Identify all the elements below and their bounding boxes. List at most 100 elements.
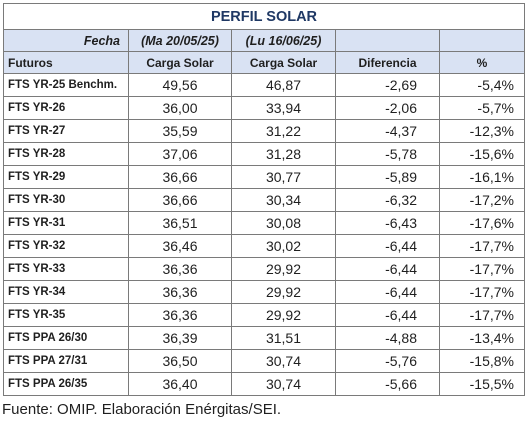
table-row: FTS YR-32 36,46 30,02 -6,44 -17,7% (3, 234, 525, 258)
pct-cell: -17,7% (439, 234, 525, 258)
pct-cell: -15,8% (439, 349, 525, 373)
table-row: FTS YR-25 Benchm. 49,56 46,87 -2,69 -5,4% (3, 73, 525, 97)
diff-cell: -6,44 (335, 303, 440, 327)
load-col1-cell: 36,50 (128, 349, 232, 373)
title-row: PERFIL SOLAR (3, 3, 525, 30)
diff-cell: -4,88 (335, 326, 440, 350)
future-name-cell: FTS YR-35 (3, 303, 129, 327)
load-col1-cell: 49,56 (128, 73, 232, 97)
table-row: FTS YR-28 37,06 31,28 -5,78 -15,6% (3, 142, 525, 166)
load-col1-cell: 37,06 (128, 142, 232, 166)
diff-cell: -6,44 (335, 257, 440, 281)
load-col1-cell: 36,36 (128, 303, 232, 327)
date-label: Fecha (3, 29, 129, 52)
column-header-row: Futuros Carga Solar Carga Solar Diferenc… (3, 51, 525, 74)
diff-cell: -6,43 (335, 211, 440, 235)
table-row: FTS YR-35 36,36 29,92 -6,44 -17,7% (3, 303, 525, 327)
date-empty-diff (335, 29, 440, 52)
pct-header: % (439, 51, 525, 74)
diff-cell: -5,66 (335, 372, 440, 396)
date-empty-pct (439, 29, 525, 52)
source-note: Fuente: OMIP. Elaboración Enérgitas/SEI. (2, 401, 282, 418)
solar-profile-table: PERFIL SOLAR Fecha (Ma 20/05/25) (Lu 16/… (3, 3, 525, 396)
future-name-cell: FTS YR-28 (3, 142, 129, 166)
table-row: FTS YR-30 36,66 30,34 -6,32 -17,2% (3, 188, 525, 212)
table-row: FTS YR-31 36,51 30,08 -6,43 -17,6% (3, 211, 525, 235)
future-name-cell: FTS YR-31 (3, 211, 129, 235)
table-row: FTS YR-29 36,66 30,77 -5,89 -16,1% (3, 165, 525, 189)
future-name-cell: FTS YR-25 Benchm. (3, 73, 129, 97)
load-col2-cell: 33,94 (231, 96, 336, 120)
diff-cell: -6,44 (335, 280, 440, 304)
pct-cell: -17,6% (439, 211, 525, 235)
pct-cell: -5,4% (439, 73, 525, 97)
table-row: FTS PPA 26/30 36,39 31,51 -4,88 -13,4% (3, 326, 525, 350)
load-col2-cell: 30,74 (231, 349, 336, 373)
load-col2-cell: 46,87 (231, 73, 336, 97)
diff-cell: -5,78 (335, 142, 440, 166)
pct-cell: -17,7% (439, 257, 525, 281)
date-col1: (Ma 20/05/25) (128, 29, 232, 52)
load-col1-cell: 36,39 (128, 326, 232, 350)
solar-profile-table-container: PERFIL SOLAR Fecha (Ma 20/05/25) (Lu 16/… (3, 3, 525, 396)
load-col2-cell: 30,77 (231, 165, 336, 189)
pct-cell: -12,3% (439, 119, 525, 143)
table-row: FTS YR-33 36,36 29,92 -6,44 -17,7% (3, 257, 525, 281)
load-col1-cell: 36,51 (128, 211, 232, 235)
future-name-cell: FTS PPA 26/35 (3, 372, 129, 396)
load-col1-cell: 36,36 (128, 280, 232, 304)
future-name-cell: FTS PPA 26/30 (3, 326, 129, 350)
load-col2-cell: 29,92 (231, 280, 336, 304)
pct-cell: -5,7% (439, 96, 525, 120)
load-col2-cell: 29,92 (231, 303, 336, 327)
future-name-cell: FTS PPA 27/31 (3, 349, 129, 373)
pct-cell: -13,4% (439, 326, 525, 350)
diff-cell: -2,06 (335, 96, 440, 120)
future-name-cell: FTS YR-29 (3, 165, 129, 189)
load-col2-cell: 31,51 (231, 326, 336, 350)
future-name-cell: FTS YR-30 (3, 188, 129, 212)
pct-cell: -15,5% (439, 372, 525, 396)
pct-cell: -16,1% (439, 165, 525, 189)
diff-header: Diferencia (335, 51, 440, 74)
load-col2-cell: 29,92 (231, 257, 336, 281)
date-header-row: Fecha (Ma 20/05/25) (Lu 16/06/25) (3, 29, 525, 52)
future-name-cell: FTS YR-34 (3, 280, 129, 304)
diff-cell: -5,76 (335, 349, 440, 373)
date-col2: (Lu 16/06/25) (231, 29, 336, 52)
load-col1-cell: 35,59 (128, 119, 232, 143)
load-col2-cell: 30,34 (231, 188, 336, 212)
load-col2-cell: 31,22 (231, 119, 336, 143)
load-col1-cell: 36,00 (128, 96, 232, 120)
table-row: FTS YR-26 36,00 33,94 -2,06 -5,7% (3, 96, 525, 120)
table-row: FTS PPA 26/35 36,40 30,74 -5,66 -15,5% (3, 372, 525, 396)
pct-cell: -17,7% (439, 303, 525, 327)
future-name-cell: FTS YR-33 (3, 257, 129, 281)
pct-cell: -17,7% (439, 280, 525, 304)
load-col2-cell: 30,74 (231, 372, 336, 396)
load-col1-header: Carga Solar (128, 51, 232, 74)
load-col1-cell: 36,46 (128, 234, 232, 258)
table-row: FTS YR-34 36,36 29,92 -6,44 -17,7% (3, 280, 525, 304)
pct-cell: -17,2% (439, 188, 525, 212)
load-col2-cell: 30,02 (231, 234, 336, 258)
table-row: FTS PPA 27/31 36,50 30,74 -5,76 -15,8% (3, 349, 525, 373)
diff-cell: -2,69 (335, 73, 440, 97)
table-title: PERFIL SOLAR (3, 3, 525, 30)
future-name-cell: FTS YR-32 (3, 234, 129, 258)
load-col1-cell: 36,66 (128, 188, 232, 212)
load-col1-cell: 36,36 (128, 257, 232, 281)
load-col2-cell: 30,08 (231, 211, 336, 235)
future-name-cell: FTS YR-27 (3, 119, 129, 143)
diff-cell: -6,44 (335, 234, 440, 258)
diff-cell: -4,37 (335, 119, 440, 143)
pct-cell: -15,6% (439, 142, 525, 166)
diff-cell: -5,89 (335, 165, 440, 189)
table-row: FTS YR-27 35,59 31,22 -4,37 -12,3% (3, 119, 525, 143)
load-col2-header: Carga Solar (231, 51, 336, 74)
load-col1-cell: 36,40 (128, 372, 232, 396)
diff-cell: -6,32 (335, 188, 440, 212)
futures-header: Futuros (3, 51, 129, 74)
load-col1-cell: 36,66 (128, 165, 232, 189)
load-col2-cell: 31,28 (231, 142, 336, 166)
